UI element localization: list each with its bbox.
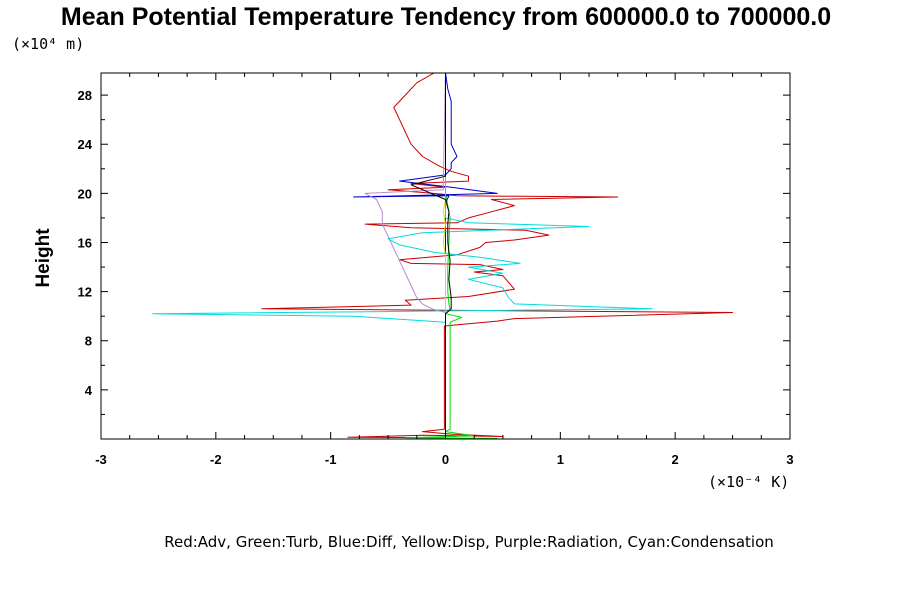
x-tick-label: 3 — [786, 452, 793, 467]
y-tick-label: 24 — [78, 137, 93, 152]
x-tick-label: 1 — [557, 452, 564, 467]
chart-title: Mean Potential Temperature Tendency from… — [61, 3, 831, 31]
y-tick-label: 20 — [78, 186, 92, 201]
series-line-total — [410, 73, 452, 439]
series-layer — [152, 73, 734, 439]
x-tick-label: -1 — [325, 452, 337, 467]
series-line-radiation — [364, 73, 446, 439]
x-scale-label: (×10⁻⁴ K) — [708, 473, 789, 491]
y-tick-label: 28 — [78, 88, 92, 103]
y-tick-label: 16 — [78, 235, 92, 250]
series-line-condensation — [152, 73, 653, 439]
series-line-adv — [261, 73, 734, 439]
x-tick-label: -2 — [210, 452, 222, 467]
legend-text: Red:Adv, Green:Turb, Blue:Diff, Yellow:D… — [164, 533, 774, 551]
x-tick-label: 0 — [442, 452, 449, 467]
y-tick-label: 4 — [85, 383, 93, 398]
x-tick-label: 2 — [672, 452, 679, 467]
y-tick-label: 12 — [78, 285, 92, 300]
series-line-diff — [353, 73, 498, 439]
y-axis-title: Height — [33, 228, 54, 288]
y-tick-label: 8 — [85, 334, 92, 349]
y-scale-label: (×10⁴ m) — [12, 35, 84, 53]
x-tick-label: -3 — [95, 452, 107, 467]
